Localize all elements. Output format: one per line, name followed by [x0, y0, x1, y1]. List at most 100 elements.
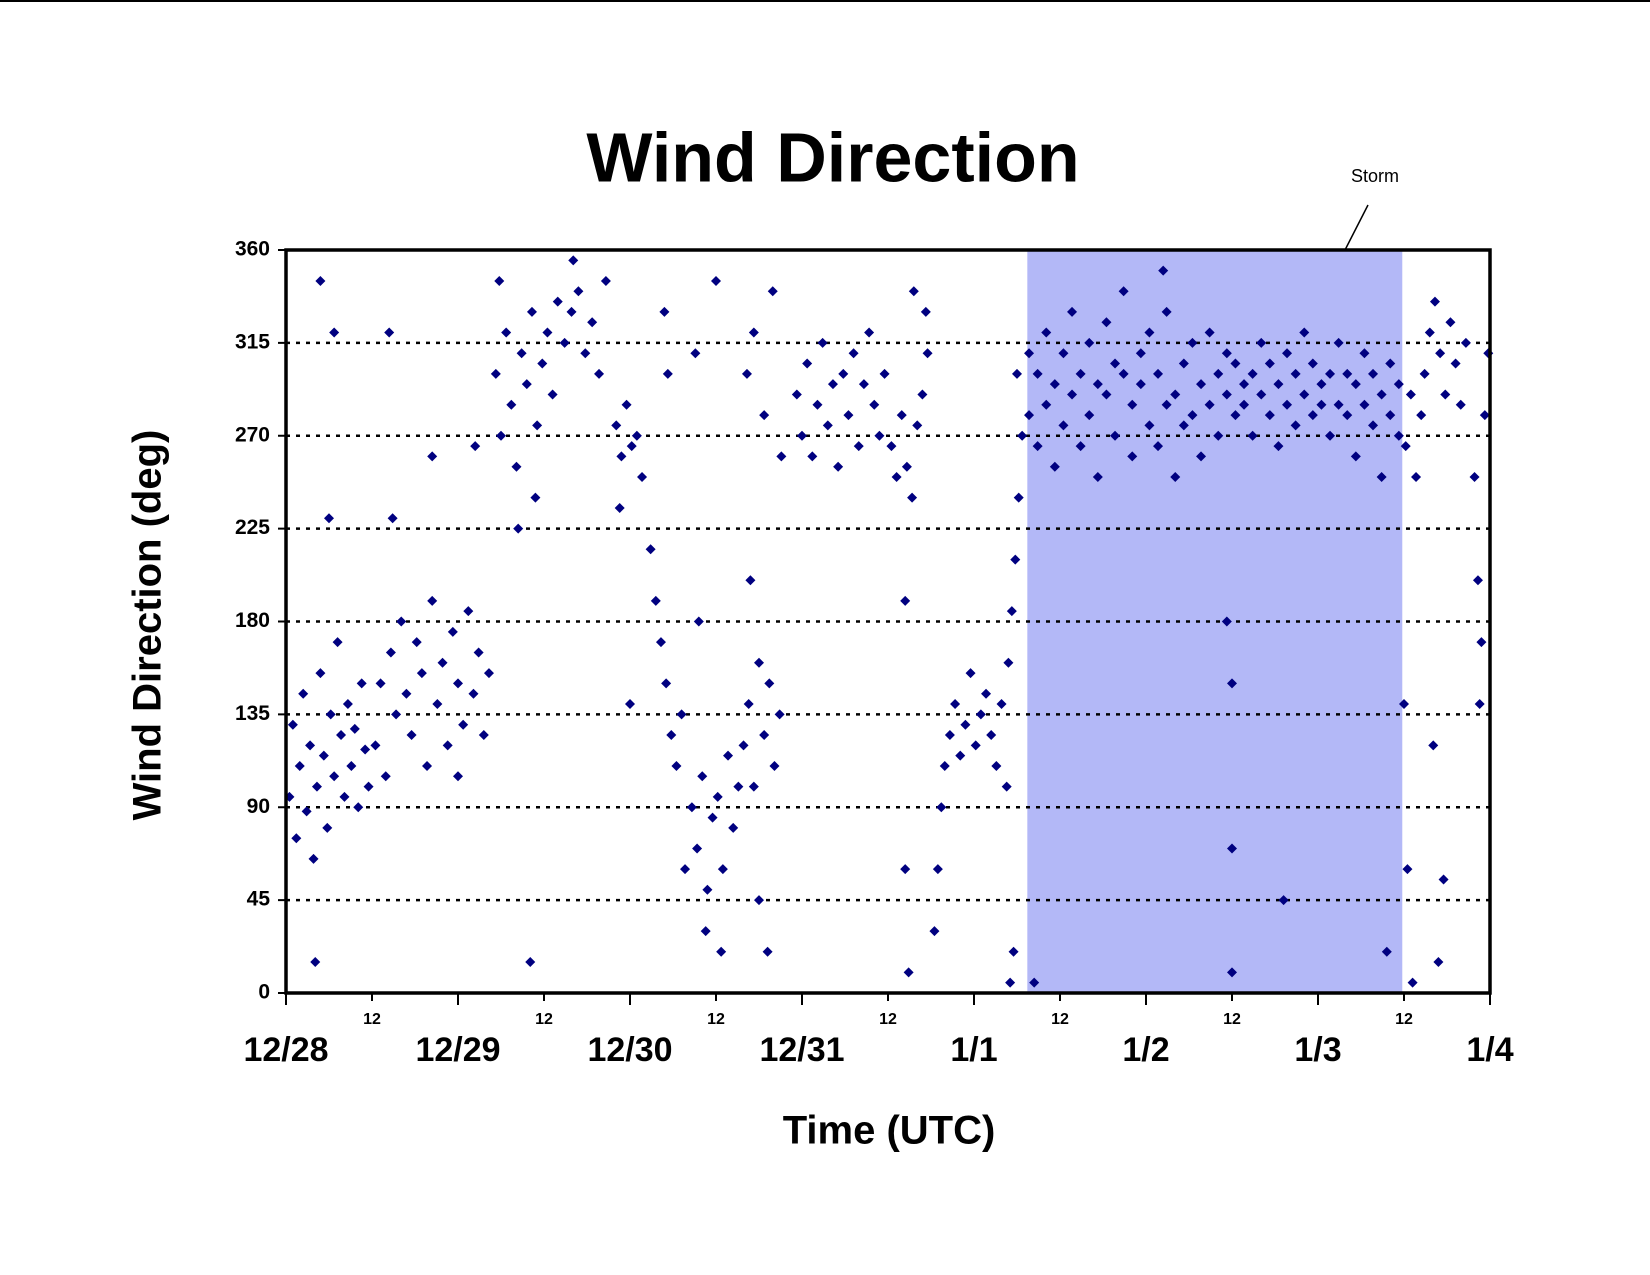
- data-point: [356, 678, 367, 689]
- data-point: [1058, 348, 1069, 359]
- x-minor-tick-label: 12: [1223, 1011, 1241, 1028]
- y-axis-label: Wind Direction (deg): [126, 430, 170, 821]
- data-point: [1118, 368, 1129, 379]
- data-point: [767, 286, 778, 297]
- data-point: [874, 430, 885, 441]
- x-tick-label: 12/28: [243, 1031, 328, 1069]
- data-point: [594, 368, 605, 379]
- data-point: [542, 327, 553, 338]
- data-point: [738, 740, 749, 751]
- data-point: [1101, 389, 1112, 400]
- points: [284, 255, 1494, 988]
- data-point: [370, 740, 381, 751]
- data-point: [716, 946, 727, 957]
- data-point: [676, 709, 687, 720]
- y-tick-label: 135: [235, 702, 270, 725]
- data-point: [1161, 399, 1172, 410]
- data-point: [797, 430, 807, 441]
- data-point: [1407, 977, 1418, 988]
- data-point: [754, 657, 764, 668]
- data-point: [1010, 554, 1021, 565]
- data-point: [1067, 389, 1078, 400]
- data-point: [637, 472, 648, 483]
- data-point: [310, 957, 321, 968]
- data-point: [743, 699, 754, 710]
- data-point: [764, 678, 775, 689]
- data-point: [483, 668, 494, 679]
- data-point: [1003, 657, 1014, 668]
- y-tick-label: 270: [235, 423, 270, 446]
- data-point: [332, 637, 343, 648]
- data-point: [422, 760, 433, 771]
- data-point: [1213, 368, 1224, 379]
- data-point: [1381, 946, 1392, 957]
- data-point: [1008, 946, 1019, 957]
- data-point: [587, 317, 598, 328]
- data-point: [1264, 358, 1275, 369]
- data-point: [1368, 368, 1379, 379]
- data-point: [762, 946, 773, 957]
- data-point: [1001, 781, 1012, 792]
- data-point: [645, 544, 656, 555]
- data-point: [702, 884, 713, 895]
- data-point: [1325, 368, 1336, 379]
- data-point: [1385, 358, 1396, 369]
- data-point: [537, 358, 548, 369]
- data-point: [1084, 410, 1095, 421]
- data-point: [955, 750, 966, 761]
- data-point: [490, 368, 501, 379]
- data-point: [891, 472, 902, 483]
- data-point: [470, 441, 481, 452]
- data-point: [298, 688, 309, 699]
- data-point: [692, 843, 703, 854]
- data-point: [853, 441, 864, 452]
- data-point: [1472, 575, 1483, 586]
- data-point: [965, 668, 976, 679]
- x-tick-label: 12/30: [587, 1031, 672, 1069]
- data-point: [363, 781, 374, 792]
- x-minor-tick-label: 12: [879, 1011, 897, 1028]
- data-point: [1024, 410, 1035, 421]
- data-point: [1075, 368, 1086, 379]
- data-point: [659, 306, 670, 317]
- data-point: [1187, 410, 1198, 421]
- data-point: [453, 771, 463, 782]
- data-point: [315, 275, 326, 286]
- data-point: [1092, 472, 1103, 483]
- x-minor-tick-label: 12: [363, 1011, 381, 1028]
- data-point: [827, 379, 838, 390]
- data-point: [442, 740, 453, 751]
- data-point: [903, 967, 914, 978]
- data-point: [929, 926, 940, 937]
- data-point: [432, 699, 443, 710]
- data-point: [1012, 368, 1022, 379]
- data-point: [1170, 389, 1181, 400]
- data-point: [294, 760, 305, 771]
- data-point: [1299, 389, 1310, 400]
- data-point: [1325, 430, 1336, 441]
- data-point: [879, 368, 890, 379]
- data-point: [311, 781, 322, 792]
- data-point: [700, 926, 711, 937]
- data-point: [1400, 441, 1411, 452]
- data-point: [468, 688, 479, 699]
- data-point: [1405, 389, 1416, 400]
- data-point: [812, 399, 823, 410]
- data-point: [1376, 472, 1387, 483]
- x-tick-label: 12/31: [759, 1031, 844, 1069]
- data-point: [1393, 379, 1404, 390]
- data-point: [406, 730, 417, 741]
- data-point: [453, 678, 463, 689]
- data-point: [1474, 699, 1485, 710]
- data-point: [1196, 379, 1207, 390]
- data-point: [473, 647, 484, 658]
- data-point: [981, 688, 992, 699]
- data-point: [922, 348, 933, 359]
- data-point: [416, 668, 427, 679]
- data-point: [621, 399, 632, 410]
- data-point: [650, 595, 661, 606]
- data-point: [526, 306, 537, 317]
- data-point: [1256, 389, 1267, 400]
- data-point: [728, 822, 739, 833]
- data-point: [1290, 420, 1301, 431]
